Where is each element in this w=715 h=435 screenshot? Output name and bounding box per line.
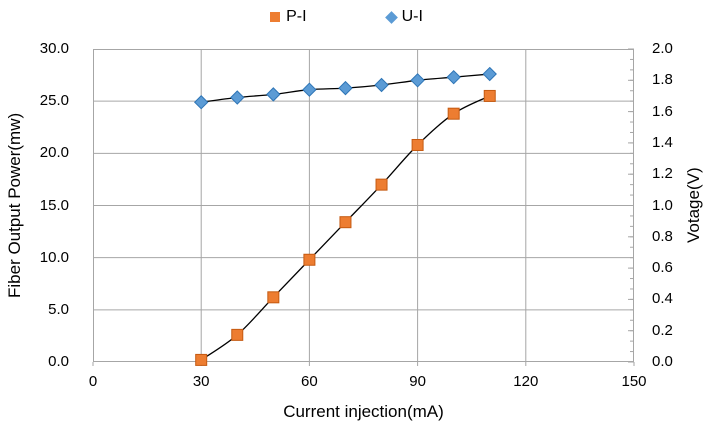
u-i-marker (446, 69, 461, 85)
p-i-marker (411, 138, 424, 151)
x-tick-label: 60 (301, 373, 318, 390)
p-i-marker (195, 353, 208, 366)
y-left-tick-label: 0.0 (48, 353, 69, 370)
p-i-marker (375, 178, 388, 191)
legend-label-u-i: U-I (401, 8, 423, 25)
u-i-marker (374, 77, 389, 93)
y-left-tick-label: 5.0 (48, 300, 69, 318)
plot-area: 0 30 60 90 120 150 0.0 5.0 10.0 15.0 20.0 25.0 30.0 0… (40, 40, 673, 390)
y-right-tick-label: 1.0 (652, 196, 673, 214)
u-i-marker (193, 95, 209, 110)
p-i-marker (483, 89, 496, 102)
y-left-tick-label: 25.0 (39, 92, 69, 110)
x-tick-label: 120 (513, 373, 539, 390)
y-left-tick-label: 15.0 (39, 196, 69, 214)
x-tick-label: 30 (192, 373, 210, 390)
plot-svg (92, 48, 635, 366)
y-right-tick-label: 2.0 (652, 40, 673, 57)
y-right-tick-label: 1.4 (652, 133, 673, 151)
y-right-tick-label: 1.2 (652, 165, 673, 183)
y-left-tick-label: 10.0 (39, 248, 69, 266)
y-right-tick-label: 1.8 (652, 71, 673, 89)
diamond-marker-icon (384, 10, 398, 24)
square-marker-icon (270, 12, 281, 22)
u-i-marker (266, 87, 281, 102)
p-i-marker (231, 328, 244, 341)
p-i-marker (339, 216, 352, 229)
y-right-tick-label: 0.0 (652, 353, 673, 370)
u-i-marker (482, 66, 497, 82)
x-tick-label: 150 (621, 373, 647, 390)
p-i-marker (447, 107, 460, 120)
p-i-marker (303, 253, 316, 266)
legend: P-I U-I (0, 8, 715, 26)
x-tick-label: 90 (409, 373, 426, 390)
x-tick-label: 0 (88, 373, 98, 390)
y-right-tick-label: 0.8 (652, 227, 673, 245)
legend-label-p-i: P-I (286, 8, 307, 25)
legend-item-u-i: U-I (384, 8, 423, 26)
y-right-tick-label: 0.6 (652, 259, 673, 277)
y-left-tick-label: 30.0 (39, 40, 69, 57)
legend-item-p-i: P-I (270, 8, 307, 26)
x-axis-title: Current injection(mA) (283, 402, 444, 421)
y-right-tick-label: 1.6 (652, 102, 673, 120)
u-i-marker (302, 82, 317, 97)
y-right-tick-label: 0.2 (652, 321, 673, 339)
u-i-marker (230, 90, 245, 105)
u-i-marker (338, 80, 353, 96)
p-i-marker (267, 291, 280, 304)
y-left-tick-label: 20.0 (39, 144, 69, 162)
y-right-tick-label: 0.4 (652, 290, 673, 308)
u-i-marker (410, 73, 425, 88)
